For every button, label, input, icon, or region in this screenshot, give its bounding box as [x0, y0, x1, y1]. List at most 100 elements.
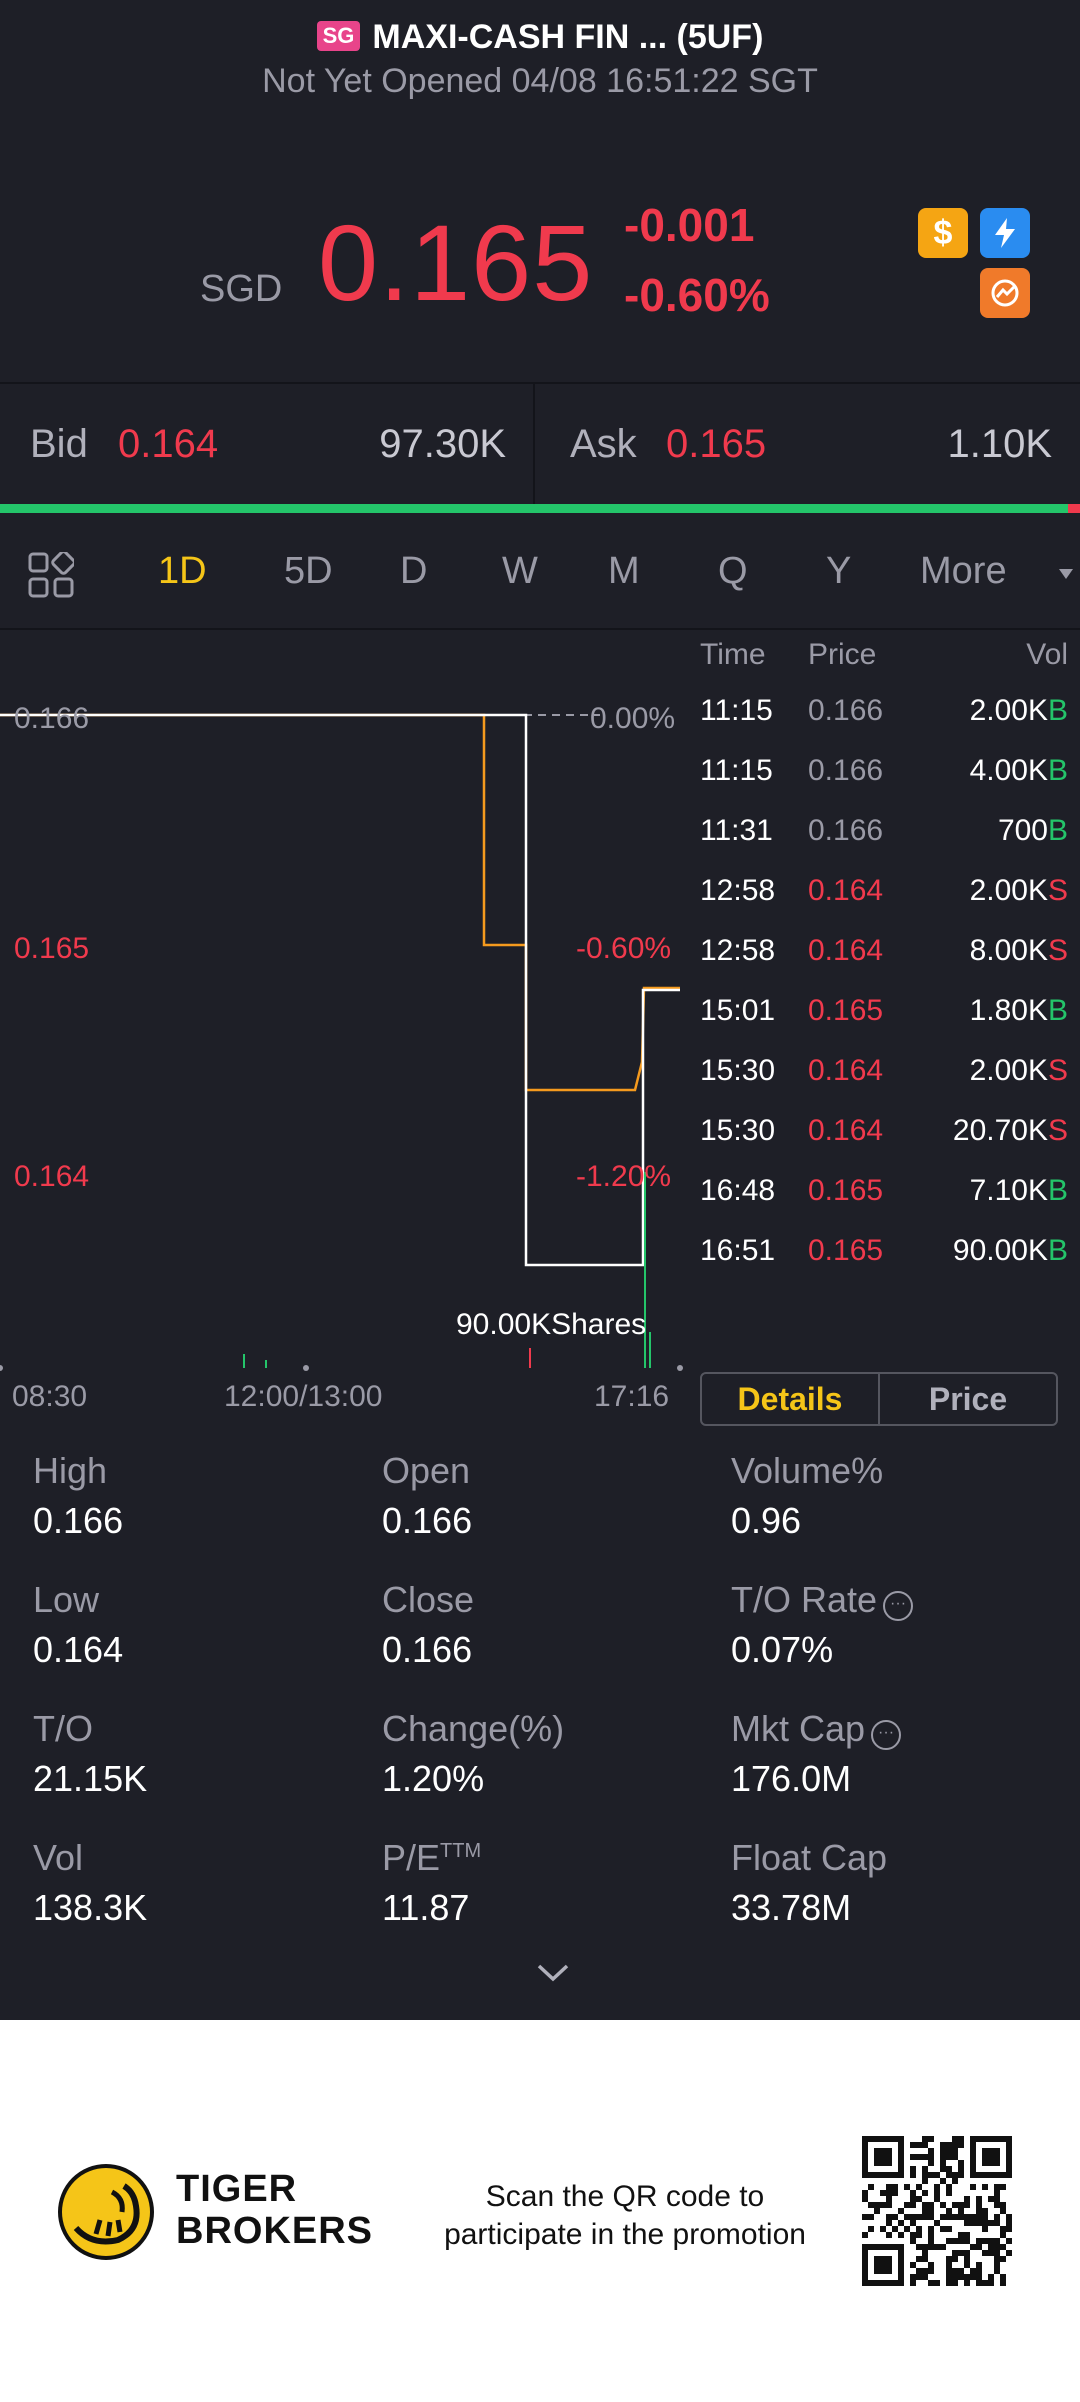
- avg-price-line: [0, 713, 680, 1092]
- stock-title[interactable]: SG MAXI-CASH FIN ... (5UF): [0, 18, 1080, 57]
- trade-row: 11:31 0.166 700 B: [690, 814, 1080, 874]
- market-tag: SG: [316, 21, 361, 51]
- stat-volpct-value: 0.96: [731, 1500, 802, 1541]
- stat-floatcap-value: 33.78M: [731, 1887, 852, 1928]
- y-label-low: 0.164: [14, 1160, 90, 1193]
- tab-q[interactable]: Q: [718, 550, 748, 592]
- trade-vol: 4.00K: [969, 754, 1048, 787]
- tab-w[interactable]: W: [502, 550, 538, 592]
- trade-vol: 2.00K: [969, 1054, 1048, 1087]
- stat-pe-value: 11.87: [382, 1887, 470, 1928]
- grid-menu-icon[interactable]: [28, 552, 74, 598]
- stat-open-value: 0.166: [382, 1500, 473, 1541]
- price-line: [0, 713, 680, 1267]
- trade-price: 0.166: [808, 754, 884, 787]
- trade-time: 11:15: [700, 754, 773, 787]
- stat-floatcap-label: Float Cap: [731, 1837, 888, 1878]
- stat-mktcap-value: 176.0M: [731, 1758, 852, 1799]
- trade-side: S: [1047, 934, 1068, 967]
- tab-m[interactable]: M: [608, 550, 640, 592]
- stat-mktcap-label: Mkt Cap ···: [731, 1708, 902, 1750]
- orange-badge-icon[interactable]: [980, 268, 1030, 318]
- brand-name-line2: BROKERS: [176, 2210, 374, 2252]
- stat-change-label: Change(%): [382, 1708, 565, 1749]
- tiger-logo-icon: [58, 2164, 154, 2260]
- stat-volpct-label: Volume%: [731, 1450, 884, 1491]
- tab-more[interactable]: More: [920, 550, 1007, 592]
- trade-vol: 2.00K: [969, 874, 1048, 907]
- x-label-open: 08:30: [12, 1380, 88, 1413]
- tab-1d[interactable]: 1D: [158, 550, 207, 592]
- bid-ask-divider: [533, 384, 535, 508]
- trade-side: B: [1047, 694, 1068, 727]
- trade-row: 15:30 0.164 2.00K S: [690, 1054, 1080, 1114]
- stat-mktcap-text: Mkt Cap: [731, 1708, 866, 1749]
- trade-vol: 7.10K: [969, 1174, 1048, 1207]
- trade-time: 16:51: [700, 1234, 776, 1267]
- pct-label-high: 0.00%: [590, 702, 676, 735]
- trade-vol: 20.70K: [952, 1114, 1048, 1147]
- details-price-toggle: Details Price: [700, 1372, 1058, 1426]
- stock-name: MAXI-CASH FIN ... (5UF): [372, 18, 764, 56]
- trade-time: 11:15: [700, 694, 773, 727]
- trade-price: 0.164: [808, 1054, 884, 1087]
- pct-label-mid: -0.60%: [576, 932, 672, 965]
- more-dropdown-icon[interactable]: [1058, 568, 1074, 580]
- ask-label: Ask: [570, 422, 637, 466]
- trade-price: 0.164: [808, 934, 884, 967]
- stat-torate-text: T/O Rate: [731, 1579, 878, 1620]
- stat-high-value: 0.166: [33, 1500, 124, 1541]
- volume-bars: [243, 1172, 651, 1368]
- stat-low-value: 0.164: [33, 1629, 124, 1670]
- stat-to-label: T/O: [33, 1708, 93, 1749]
- ask-ratio-segment: [1068, 504, 1080, 513]
- price-tab[interactable]: Price: [928, 1380, 1008, 1417]
- trade-row: 15:30 0.164 20.70K S: [690, 1114, 1080, 1174]
- bid-price: 0.164: [118, 422, 219, 466]
- trade-price: 0.164: [808, 1114, 884, 1147]
- intraday-chart[interactable]: 0.166 0.165 0.164 0.00% -0.60% -1.20% 90…: [0, 632, 690, 1413]
- period-tabs: 1D 5D D W M Q Y More: [0, 530, 1080, 630]
- trade-side: B: [1047, 814, 1068, 847]
- details-tab[interactable]: Details: [702, 1374, 880, 1424]
- trade-side: B: [1047, 1174, 1068, 1207]
- tab-y[interactable]: Y: [826, 550, 852, 592]
- trade-time: 11:31: [700, 814, 773, 847]
- qr-code[interactable]: [862, 2136, 1012, 2286]
- promo-text-line2: participate in the promotion: [444, 2218, 806, 2251]
- stat-pe-text: P/E: [382, 1837, 441, 1878]
- stat-high-label: High: [33, 1450, 108, 1491]
- last-price: 0.165: [318, 202, 594, 323]
- trade-vol: 700: [997, 814, 1048, 847]
- trade-price: 0.165: [808, 1234, 884, 1267]
- col-price-header: Price: [808, 638, 877, 671]
- trade-time: 15:01: [700, 994, 776, 1027]
- stat-torate-label: T/O Rate ···: [731, 1579, 914, 1621]
- y-label-high: 0.166: [14, 702, 90, 735]
- market-status: Not Yet Opened 04/08 16:51:22 SGT: [262, 62, 818, 100]
- flash-badge-icon[interactable]: [980, 208, 1030, 258]
- trade-time: 12:58: [700, 874, 776, 907]
- brand-name-line1: TIGER: [176, 2168, 298, 2210]
- trade-side: B: [1047, 1234, 1068, 1267]
- price-change-pct: -0.60%: [624, 269, 770, 321]
- tab-d[interactable]: D: [400, 550, 428, 592]
- col-vol-header: Vol: [1026, 638, 1068, 671]
- stat-vol-value: 138.3K: [33, 1887, 148, 1928]
- tab-5d[interactable]: 5D: [284, 550, 333, 592]
- trade-row: 12:58 0.164 8.00K S: [690, 934, 1080, 994]
- trade-price: 0.164: [808, 874, 884, 907]
- trade-side: S: [1047, 874, 1068, 907]
- currency-label: SGD: [200, 268, 283, 310]
- mktcap-info-icon[interactable]: ···: [871, 1720, 902, 1750]
- trade-vol: 1.80K: [969, 994, 1048, 1027]
- trade-side: B: [1047, 754, 1068, 787]
- torate-info-icon[interactable]: ···: [883, 1591, 914, 1621]
- trade-side: B: [1047, 994, 1068, 1027]
- stat-close-label: Close: [382, 1579, 475, 1620]
- trade-price: 0.166: [808, 814, 884, 847]
- stat-change-value: 1.20%: [382, 1758, 485, 1799]
- trade-row: 12:58 0.164 2.00K S: [690, 874, 1080, 934]
- dollar-badge-icon[interactable]: $: [918, 208, 968, 258]
- expand-chevron-down-icon[interactable]: [536, 1962, 570, 1984]
